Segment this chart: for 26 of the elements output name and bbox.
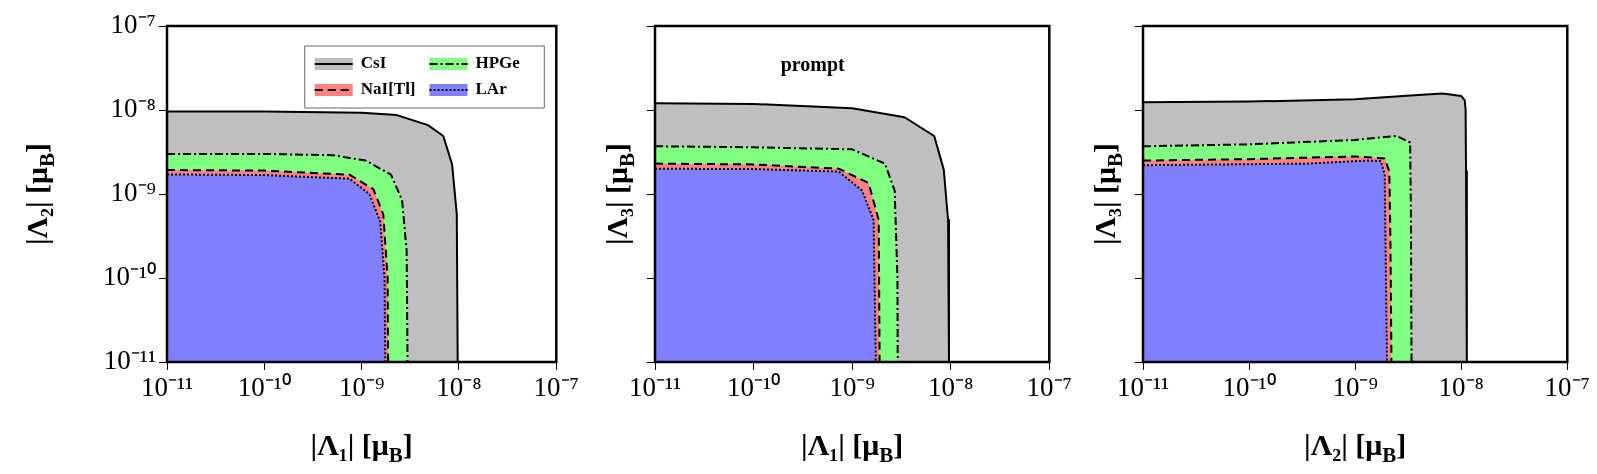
x-tick-label: 10⁻⁹ — [338, 372, 385, 403]
y-tick-label: 10⁻⁹ — [110, 177, 156, 208]
x-tick-label: 10⁻⁸ — [436, 372, 482, 403]
x-tick-label: 10⁻⁹ — [829, 372, 875, 403]
x-tick-label: 10⁻⁸ — [928, 372, 974, 403]
y-tick-label: 10⁻⁸ — [110, 93, 156, 124]
annotation: prompt — [780, 53, 846, 76]
x-tick-label: 10⁻¹⁰ — [237, 372, 291, 403]
y-axis-title: |Λ₂| [μB] — [19, 142, 59, 246]
y-tick-label: 10⁻¹⁰ — [102, 261, 156, 292]
x-tick-label: 10⁻¹¹ — [1116, 372, 1170, 403]
x-tick-label: 10⁻¹¹ — [628, 372, 682, 403]
y-tick-label: 10⁻⁷ — [110, 9, 156, 40]
x-tick-label: 10⁻⁷ — [533, 372, 579, 403]
y-axis-title: |Λ₃| [μB] — [599, 142, 639, 246]
legend-label: LAr — [475, 79, 508, 99]
x-tick-label: 10⁻⁷ — [1026, 372, 1072, 403]
legend-label: HPGe — [475, 53, 521, 73]
x-tick-label: 10⁻¹⁰ — [1222, 372, 1276, 403]
legend-label: NaI[Tl] — [360, 79, 416, 99]
y-axis-title: |Λ₃| [μB] — [1087, 142, 1127, 246]
legend-label: CsI — [360, 53, 387, 73]
x-tick-label: 10⁻⁸ — [1438, 372, 1484, 403]
x-tick-label: 10⁻⁹ — [1332, 372, 1378, 403]
x-tick-label: 10⁻¹⁰ — [727, 372, 781, 403]
x-tick-label: 10⁻⁷ — [1544, 372, 1590, 403]
